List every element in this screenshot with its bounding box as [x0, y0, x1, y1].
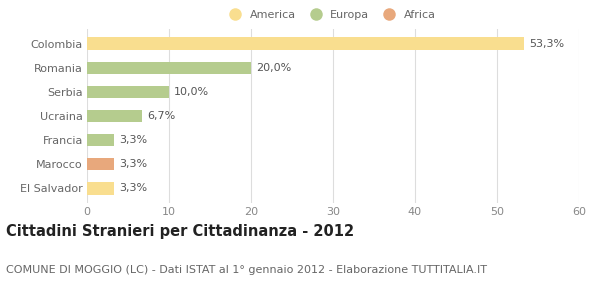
Text: 20,0%: 20,0%	[256, 63, 291, 73]
Bar	[87, 86, 169, 98]
Bar	[87, 37, 524, 50]
Legend: America, Europa, Africa: America, Europa, Africa	[220, 6, 440, 24]
Text: COMUNE DI MOGGIO (LC) - Dati ISTAT al 1° gennaio 2012 - Elaborazione TUTTITALIA.: COMUNE DI MOGGIO (LC) - Dati ISTAT al 1°…	[6, 264, 487, 275]
Text: 3,3%: 3,3%	[119, 135, 147, 145]
Bar	[87, 182, 114, 195]
Text: 53,3%: 53,3%	[529, 39, 564, 48]
Text: 10,0%: 10,0%	[174, 87, 209, 97]
Text: Cittadini Stranieri per Cittadinanza - 2012: Cittadini Stranieri per Cittadinanza - 2…	[6, 224, 354, 239]
Text: 3,3%: 3,3%	[119, 159, 147, 169]
Bar	[87, 110, 142, 122]
Bar	[87, 61, 251, 74]
Text: 3,3%: 3,3%	[119, 184, 147, 193]
Bar	[87, 134, 114, 146]
Bar	[87, 158, 114, 171]
Text: 6,7%: 6,7%	[147, 111, 175, 121]
